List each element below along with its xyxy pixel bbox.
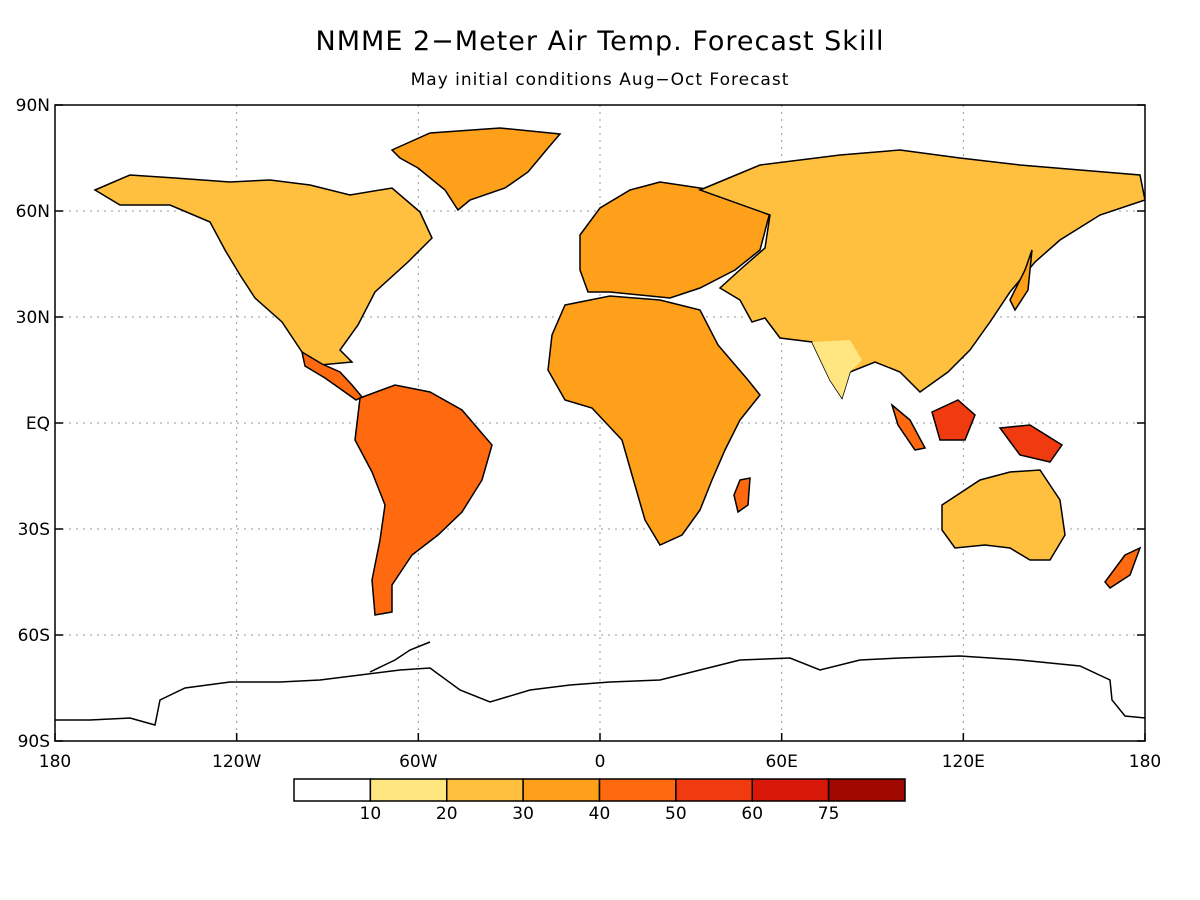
colorbar-label: 75 <box>818 804 840 824</box>
chart-subtitle: May initial conditions Aug−Oct Forecast <box>410 70 790 90</box>
latitude-labels: 90N 60N 30N EQ 30S 60S 90S <box>16 96 1145 752</box>
landmass-sumatra <box>890 402 927 451</box>
landmass-new-guinea <box>998 424 1064 463</box>
landmass-africa <box>547 295 761 546</box>
lat-label: EQ <box>26 414 50 434</box>
landmass-borneo <box>931 399 976 441</box>
landmass-south-america <box>354 384 493 616</box>
continents <box>55 127 1145 726</box>
landmass-north-america <box>93 174 433 366</box>
colorbar-label: 10 <box>360 804 382 824</box>
lon-label: 60E <box>765 752 797 772</box>
lat-label: 60N <box>16 202 50 222</box>
colorbar-swatch <box>522 778 601 802</box>
lon-label: 180 <box>39 752 71 772</box>
landmass-central-america <box>300 350 364 401</box>
colorbar: 10 20 30 40 50 60 75 <box>293 778 906 824</box>
lon-label: 0 <box>595 752 606 772</box>
colorbar-label: 60 <box>741 804 763 824</box>
chart-title: NMME 2−Meter Air Temp. Forecast Skill <box>315 26 885 57</box>
lon-label: 180 <box>1129 752 1161 772</box>
colorbar-label: 30 <box>512 804 534 824</box>
colorbar-swatch <box>293 778 372 802</box>
colorbar-label: 40 <box>589 804 611 824</box>
lon-label: 120E <box>942 752 985 772</box>
colorbar-swatch <box>675 778 753 802</box>
colorbar-swatch <box>598 778 677 802</box>
colorbar-label: 50 <box>665 804 687 824</box>
region-india <box>812 340 862 398</box>
landmass-madagascar <box>733 477 751 514</box>
landmass-australia <box>941 469 1066 561</box>
landmass-greenland <box>390 127 562 212</box>
lat-label: 60S <box>18 626 50 646</box>
colorbar-swatch <box>369 778 448 802</box>
landmass-europe <box>579 181 771 299</box>
lat-label: 30N <box>16 308 50 328</box>
colorbar-swatch <box>446 778 524 802</box>
antarctica-coastline <box>55 655 1145 726</box>
lat-label: 90S <box>18 732 50 752</box>
lon-label: 60W <box>399 752 438 772</box>
lon-label: 120W <box>212 752 261 772</box>
landmass-new-zealand <box>1104 546 1142 589</box>
landmass-asia <box>697 149 1145 400</box>
antarctic-peninsula <box>369 641 431 673</box>
lat-label: 90N <box>16 96 50 116</box>
colorbar-swatch <box>751 778 830 802</box>
colorbar-swatch <box>827 778 906 802</box>
lat-label: 30S <box>18 520 50 540</box>
longitude-labels: 180 120W 60W 0 60E 120E 180 <box>39 733 1161 772</box>
landmass-japan <box>1009 249 1033 312</box>
colorbar-label: 20 <box>436 804 458 824</box>
